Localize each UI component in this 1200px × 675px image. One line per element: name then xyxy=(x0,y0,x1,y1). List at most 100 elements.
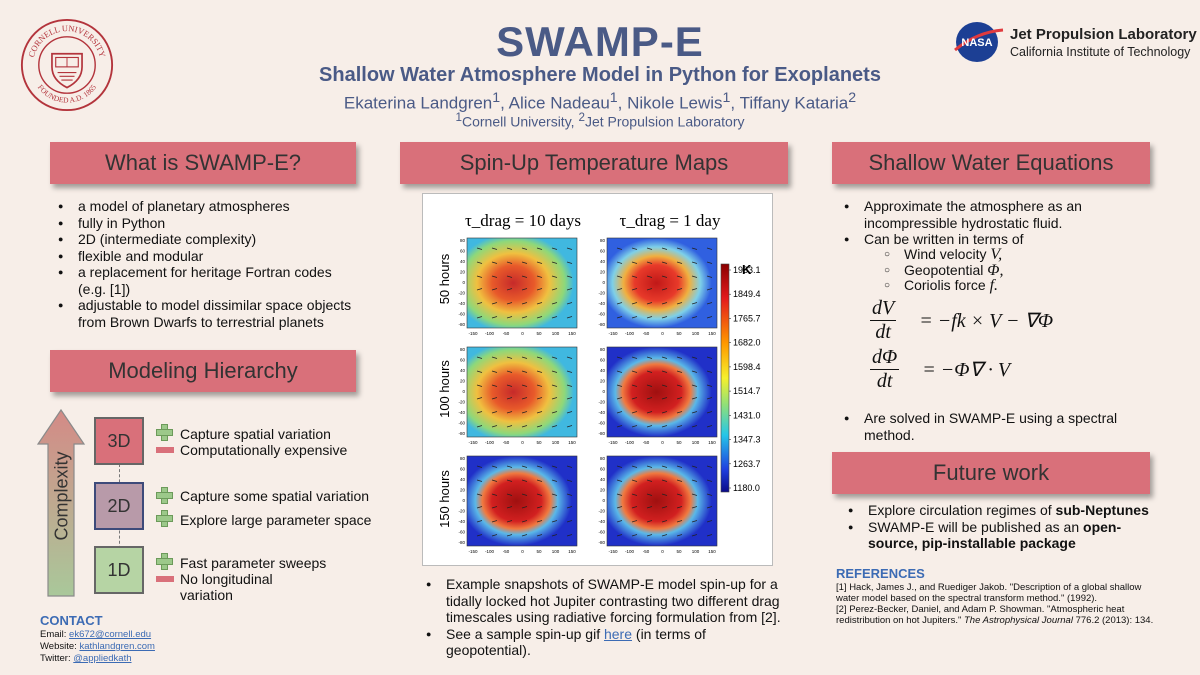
wind-arrow xyxy=(631,397,638,400)
wind-arrow xyxy=(676,261,683,264)
x-tick-label: 100 xyxy=(692,440,700,445)
term-item: Wind velocity V, xyxy=(880,246,1080,262)
wind-arrow xyxy=(521,288,528,291)
wind-arrow xyxy=(661,411,668,414)
email-link[interactable]: ek672@cornell.edu xyxy=(69,629,152,640)
wind-arrow xyxy=(616,397,623,400)
x-tick-label: -50 xyxy=(643,331,650,336)
term-label: Geopotential xyxy=(904,261,984,278)
wind-arrow xyxy=(616,356,623,359)
wind-arrow xyxy=(616,411,623,414)
equation-continuity: dΦ dt = −Φ∇ · V xyxy=(870,346,1010,393)
wind-arrow xyxy=(616,261,623,264)
x-tick-label: 100 xyxy=(552,440,560,445)
wind-arrow xyxy=(616,479,623,482)
wind-arrow xyxy=(691,479,698,482)
tier-3d-pro: Capture spatial variation xyxy=(180,426,331,442)
ref2-text: 776.2 (2013): 134. xyxy=(1072,615,1154,626)
wind-arrow xyxy=(491,411,498,414)
wind-arrow xyxy=(616,316,623,319)
wind-arrow xyxy=(631,288,638,291)
jpl-name: Jet Propulsion Laboratory xyxy=(1010,26,1197,43)
wind-arrow xyxy=(521,356,528,359)
wind-arrow xyxy=(521,411,528,414)
wind-arrow xyxy=(566,302,573,305)
wind-arrow xyxy=(616,506,623,509)
wind-arrow xyxy=(646,506,653,509)
y-tick-label: -80 xyxy=(458,431,465,436)
tier-3d-box: 3D xyxy=(94,417,144,465)
y-tick-label: 0 xyxy=(462,280,465,285)
wind-arrow xyxy=(661,534,668,537)
tier-1d-box: 1D xyxy=(94,546,144,594)
twitter-link[interactable]: @appliedkath xyxy=(73,653,132,664)
wind-arrow xyxy=(536,316,543,319)
wind-arrow xyxy=(691,316,698,319)
wind-arrow xyxy=(646,425,653,428)
y-tick-label: -20 xyxy=(458,291,465,296)
spinup-figure: τ_drag = 10 days τ_drag = 1 day 50 hours… xyxy=(422,193,773,566)
y-tick-label: -40 xyxy=(598,519,605,524)
x-tick-label: 0 xyxy=(521,331,524,336)
y-tick-label: 20 xyxy=(460,488,466,493)
wind-arrow xyxy=(476,356,483,359)
wind-arrow xyxy=(646,465,653,468)
wind-arrow xyxy=(506,275,513,278)
wind-arrow xyxy=(566,316,573,319)
pro-plus-icon xyxy=(156,487,173,504)
x-tick-label: -150 xyxy=(468,440,478,445)
x-tick-label: 0 xyxy=(661,440,664,445)
wind-arrow xyxy=(616,465,623,468)
wind-arrow xyxy=(631,411,638,414)
x-tick-label: 150 xyxy=(568,549,576,554)
wind-arrow xyxy=(566,356,573,359)
equations-list-2: Are solved in SWAMP-E using a spectral m… xyxy=(838,410,1128,443)
y-tick-label: -40 xyxy=(458,301,465,306)
wind-arrow xyxy=(536,493,543,496)
wind-arrow xyxy=(551,288,558,291)
wind-arrow xyxy=(476,316,483,319)
caption-item: Example snapshots of SWAMP-E model spin-… xyxy=(420,576,790,626)
wind-arrow xyxy=(551,275,558,278)
wind-arrow xyxy=(661,397,668,400)
wind-arrow xyxy=(521,316,528,319)
wind-arrow xyxy=(491,384,498,387)
row-label-50h: 50 hours xyxy=(437,253,452,304)
wind-arrow xyxy=(691,302,698,305)
wind-arrow xyxy=(646,316,653,319)
y-tick-label: 60 xyxy=(460,358,466,363)
wind-arrow xyxy=(521,520,528,523)
x-tick-label: 0 xyxy=(661,331,664,336)
x-tick-label: -150 xyxy=(468,549,478,554)
equation-terms: Wind velocity V, Geopotential Φ, Corioli… xyxy=(880,246,1080,293)
wind-arrow xyxy=(551,534,558,537)
wind-arrow xyxy=(476,411,483,414)
y-tick-label: -40 xyxy=(458,410,465,415)
colorbar-ticks: 1933.1 1849.4 1765.7 1682.0 1598.4 1514.7 1431… xyxy=(729,265,761,493)
y-tick-label: -80 xyxy=(598,540,605,545)
wind-arrow xyxy=(706,384,713,387)
wind-arrow xyxy=(691,356,698,359)
y-tick-label: -20 xyxy=(458,400,465,405)
eq1-denominator: dt xyxy=(875,321,891,343)
x-tick-label: 0 xyxy=(521,440,524,445)
poster-subtitle: Shallow Water Atmosphere Model in Python… xyxy=(319,64,881,86)
website-link[interactable]: kathlandgren.com xyxy=(79,641,155,652)
wind-arrow xyxy=(551,397,558,400)
x-tick-label: 0 xyxy=(521,549,524,554)
author-sup: 1 xyxy=(492,90,501,106)
wind-arrow xyxy=(661,247,668,250)
tier-2d-box: 2D xyxy=(94,482,144,530)
wind-arrow xyxy=(476,384,483,387)
tier-1d-con: No longitudinal variation xyxy=(180,571,273,603)
affil-name: Cornell University xyxy=(462,113,571,130)
future-text: Explore circulation regimes of xyxy=(868,502,1056,518)
wind-arrow xyxy=(616,425,623,428)
y-tick-label: 20 xyxy=(460,270,466,275)
wind-arrow xyxy=(506,302,513,305)
wind-arrow xyxy=(536,520,543,523)
wind-arrow xyxy=(616,247,623,250)
wind-arrow xyxy=(676,384,683,387)
y-tick-label: 40 xyxy=(600,477,606,482)
gif-link[interactable]: here xyxy=(603,625,633,642)
